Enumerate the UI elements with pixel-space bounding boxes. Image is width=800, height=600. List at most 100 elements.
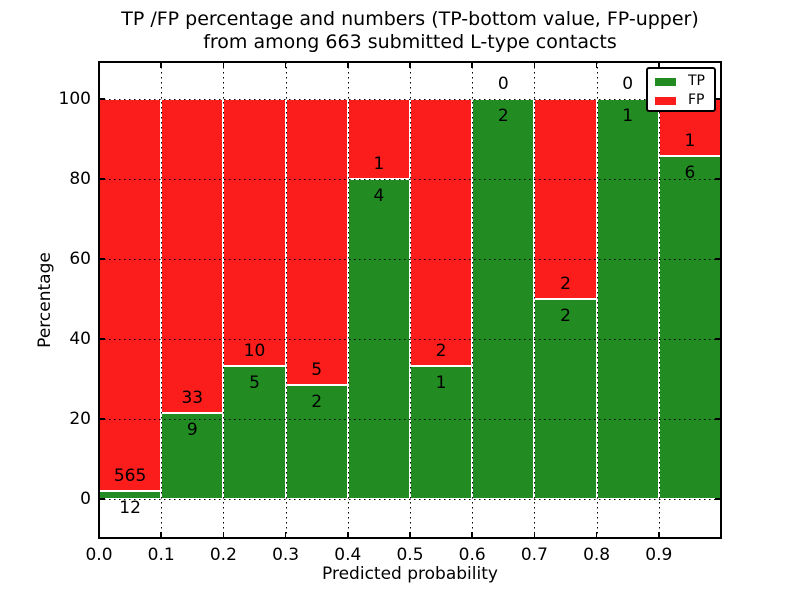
y-tick-label: 20 (69, 409, 91, 429)
x-tick-label: 0.7 (520, 545, 548, 565)
chart-title: TP /FP percentage and numbers (TP-bottom… (99, 8, 721, 54)
legend: TP FP (646, 67, 716, 112)
bar-fp-count-label: 5 (311, 359, 323, 380)
x-tick-label: 0.3 (272, 545, 300, 565)
legend-label-tp: TP (688, 73, 705, 89)
chart-title-line1: TP /FP percentage and numbers (TP-bottom… (121, 8, 699, 30)
x-tick-mark-top (409, 62, 411, 68)
x-gridline (410, 62, 411, 538)
x-gridline (534, 62, 536, 538)
y-tick-label: 60 (69, 249, 91, 269)
x-tick-mark-bottom (595, 532, 598, 538)
x-tick-mark-bottom (347, 532, 349, 538)
bar-tp-count-label: 5 (249, 372, 260, 393)
bar-tp-segment (285, 384, 348, 499)
bar-fp-segment (534, 99, 597, 299)
x-gridline (223, 62, 225, 538)
bar-fp-segment (161, 99, 224, 414)
bar-tp-segment (534, 299, 597, 499)
y-tick-mark-right (715, 258, 721, 260)
x-tick-mark-top (347, 62, 349, 68)
x-axis-label: Predicted probability (322, 564, 498, 584)
bar-fp-count-label: 0 (622, 74, 634, 94)
x-tick-label: 0.1 (147, 545, 175, 565)
bar-fp-count-label: 1 (373, 154, 385, 174)
y-tick-mark-left (99, 258, 105, 260)
y-tick-label: 0 (80, 489, 91, 509)
x-tick-label: 0.0 (85, 545, 113, 565)
x-gridline (161, 62, 163, 538)
legend-swatch-fp-icon (655, 96, 676, 105)
bar-tp-count-label: 1 (622, 106, 634, 126)
y-tick-label: 80 (69, 169, 91, 189)
x-tick-mark-bottom (658, 532, 660, 538)
bar-tp-count-label: 6 (684, 163, 696, 184)
bar-tp-segment (658, 156, 721, 499)
y-tick-mark-left (99, 98, 105, 100)
y-tick-mark-right (715, 498, 721, 500)
x-tick-mark-top (658, 62, 660, 68)
y-tick-mark-right (715, 98, 721, 100)
chart-title-line2: from among 663 submitted L-type contacts (203, 31, 617, 53)
y-tick-mark-left (99, 418, 105, 420)
bar-fp-count-label: 33 (181, 388, 204, 409)
legend-swatch-tp-icon (655, 77, 676, 86)
x-tick-mark-bottom (471, 532, 473, 538)
y-tick-mark-right (715, 178, 721, 180)
y-tick-mark-left (99, 498, 105, 500)
bar-tp-count-label: 2 (311, 391, 323, 412)
legend-label-fp: FP (688, 92, 705, 108)
x-tick-label: 0.6 (458, 545, 486, 565)
y-tick-mark-left (99, 338, 105, 340)
bar-fp-count-label: 1 (684, 131, 696, 152)
x-tick-mark-top (222, 62, 225, 68)
x-tick-mark-bottom (222, 532, 225, 538)
bar-fp-segment (410, 99, 473, 366)
x-tick-label: 0.5 (396, 545, 424, 565)
x-tick-mark-top (533, 62, 536, 68)
y-tick-mark-right (715, 338, 721, 340)
x-tick-mark-bottom (409, 532, 411, 538)
x-tick-label: 0.8 (583, 545, 611, 565)
x-gridline (658, 62, 660, 538)
bar-tp-segment (161, 413, 224, 499)
y-tick-label: 40 (69, 329, 91, 349)
legend-item-tp: TP (648, 72, 714, 91)
bar-fp-count-label: 10 (243, 340, 266, 361)
y-tick-label: 100 (58, 89, 91, 109)
x-gridline (285, 62, 287, 538)
bar-tp-count-label: 9 (186, 420, 198, 441)
x-gridline (596, 62, 598, 538)
bar-tp-segment (472, 99, 535, 499)
bar-fp-segment (347, 99, 410, 179)
x-tick-mark-bottom (533, 532, 536, 538)
legend-item-fp: FP (648, 91, 714, 110)
x-tick-label: 0.2 (209, 545, 237, 565)
x-tick-mark-top (471, 62, 473, 68)
x-tick-label: 0.4 (334, 545, 362, 565)
bar-fp-count-label: 2 (560, 274, 571, 294)
bar-fp-count-label: 0 (497, 74, 509, 94)
bar-tp-count-label: 4 (373, 186, 385, 206)
bar-fp-segment (285, 99, 348, 385)
y-tick-mark-right (715, 418, 721, 420)
bar-fp-segment (99, 99, 162, 491)
x-tick-mark-bottom (160, 532, 162, 538)
y-axis-label: Percentage (35, 252, 55, 348)
bar-tp-count-label: 2 (560, 306, 571, 326)
y-tick-mark-left (99, 178, 105, 180)
plot-area: 565 12 33 9 10 5 5 2 1 4 2 1 0 2 2 2 0 1 1 6 TP FP (98, 61, 722, 539)
bar-tp-count-label: 12 (119, 497, 141, 518)
bar-tp-count-label: 2 (497, 106, 509, 126)
bar-tp-count-label: 1 (435, 372, 447, 393)
bar-fp-count-label: 2 (435, 340, 447, 361)
x-tick-mark-top (595, 62, 598, 68)
x-tick-mark-top (160, 62, 162, 68)
bar-fp-count-label: 565 (113, 465, 147, 486)
bar-tp-segment (596, 99, 659, 499)
bar-tp-segment (410, 365, 473, 499)
x-tick-mark-bottom (284, 532, 287, 538)
x-tick-label: 0.9 (645, 545, 673, 565)
bar-fp-segment (223, 99, 286, 366)
